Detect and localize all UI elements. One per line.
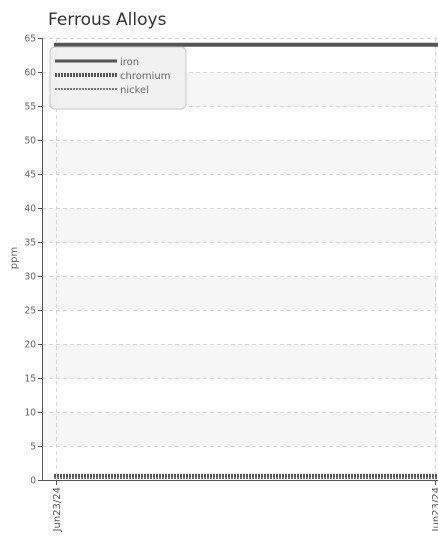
x-tick-label: Jun23/24 xyxy=(52,487,63,532)
grid-lines xyxy=(42,38,438,480)
y-tick-label: 25 xyxy=(25,306,36,317)
y-tick-label: 30 xyxy=(25,272,37,283)
y-tick-label: 50 xyxy=(25,136,37,147)
y-tick-label: 65 xyxy=(25,34,36,45)
grid-band xyxy=(42,412,438,446)
y-axis-title: ppm xyxy=(9,247,20,269)
series-lines xyxy=(54,42,438,479)
plot-bands xyxy=(42,72,438,446)
grid-band xyxy=(42,276,438,310)
legend[interactable]: iron chromium nickel xyxy=(49,46,187,110)
y-tick-labels: 0 5 10 15 20 25 30 35 40 45 50 55 60 65 xyxy=(25,34,42,487)
legend-label-chromium[interactable]: chromium xyxy=(120,71,170,82)
y-tick-label: 55 xyxy=(25,102,36,113)
y-tick-label: 60 xyxy=(25,68,37,79)
y-tick-label: 15 xyxy=(25,374,36,385)
x-tick-label: Jun23/24 xyxy=(431,487,438,532)
grid-band xyxy=(42,140,438,174)
grid-band xyxy=(42,344,438,378)
x-tick-labels: Jun23/24 Jun23/24 xyxy=(52,480,438,532)
y-tick-label: 20 xyxy=(25,340,37,351)
legend-label-iron[interactable]: iron xyxy=(120,57,139,68)
y-tick-label: 45 xyxy=(25,170,36,181)
y-tick-label: 0 xyxy=(30,476,36,487)
grid-band xyxy=(42,208,438,242)
chart-title: Ferrous Alloys xyxy=(48,10,167,30)
y-tick-label: 40 xyxy=(25,204,37,215)
y-tick-label: 5 xyxy=(30,442,36,453)
legend-label-nickel[interactable]: nickel xyxy=(120,85,149,96)
y-tick-label: 35 xyxy=(25,238,36,249)
axes xyxy=(42,38,438,481)
y-tick-label: 10 xyxy=(25,408,37,419)
